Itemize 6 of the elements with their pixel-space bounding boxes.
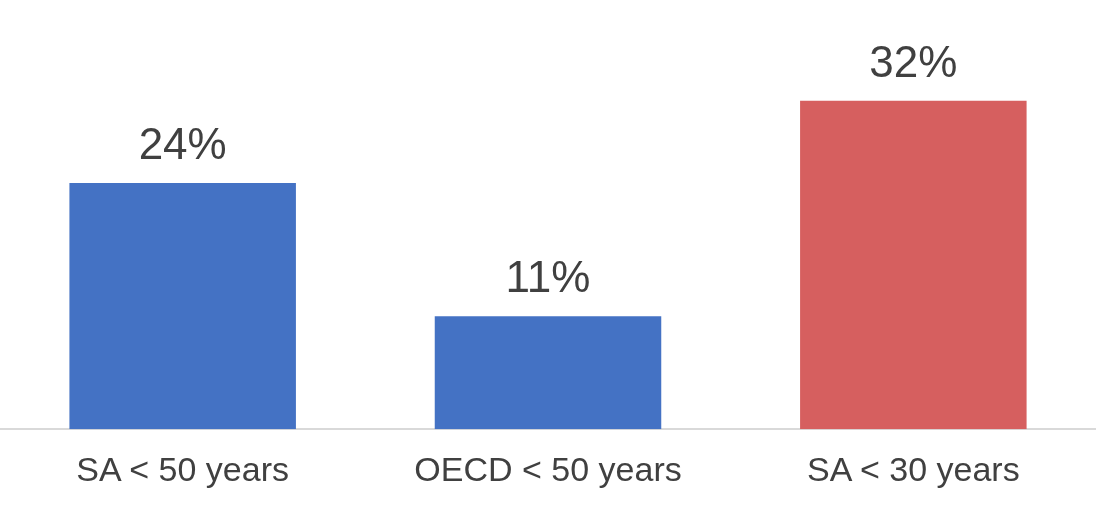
x-tick-label: OECD < 50 years [414, 449, 682, 488]
x-tick-label: SA < 30 years [807, 449, 1020, 488]
data-label: 11% [505, 252, 591, 302]
data-label: 32% [869, 36, 958, 86]
data-label: 24% [138, 119, 227, 169]
x-tick-label: SA < 50 years [76, 449, 289, 488]
